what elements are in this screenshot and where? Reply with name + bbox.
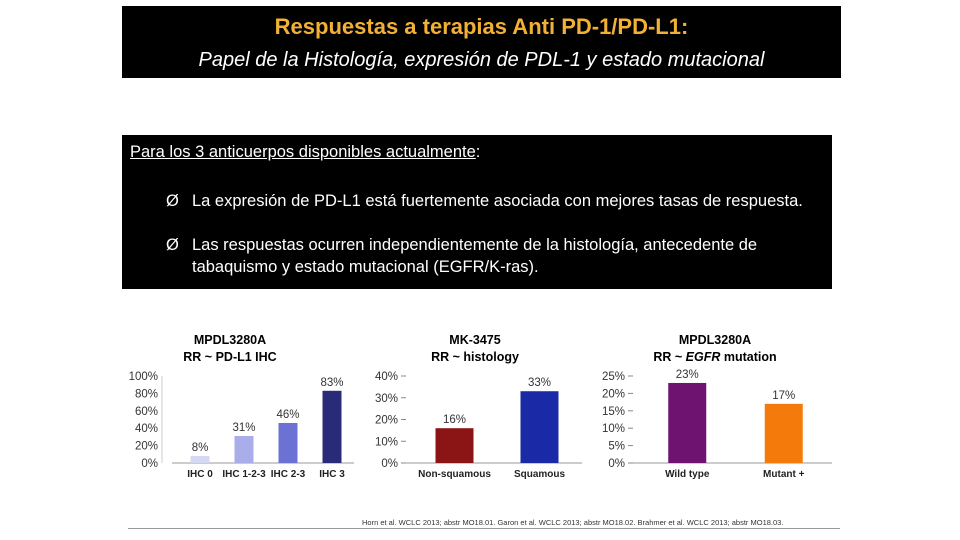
chart-histology: MK-3475 RR ~ histology 0% 10% 20% 30% 40% 16% No… (375, 333, 582, 480)
y-tick-label: 30% (375, 393, 398, 405)
bar (322, 390, 342, 463)
y-tick-label: 15% (602, 406, 625, 418)
y-tick-label: 60% (135, 406, 158, 418)
bar (764, 403, 803, 463)
summary-heading-colon: : (475, 143, 481, 161)
bullet-text: Las respuestas ocurren independientement… (192, 236, 758, 276)
y-tick-label: 0% (141, 458, 158, 470)
y-tick-label: 80% (135, 388, 158, 400)
bullet-text: La expresión de PD-L1 está fuertemente a… (192, 192, 803, 210)
y-tick-label: 0% (381, 458, 398, 470)
y-tick-label: 10% (375, 436, 398, 448)
summary-heading: Para los 3 anticuerpos disponibles actua… (130, 143, 480, 162)
bar (278, 422, 298, 463)
chart-subtitle-italic: EGFR (686, 350, 721, 364)
bar-value-label: 17% (772, 390, 795, 402)
y-tick-label: 20% (135, 441, 158, 453)
y-tick-label: 0% (608, 458, 625, 470)
chart-subtitle: RR ~ histology (431, 350, 519, 364)
chart-egfr-mutation: MPDL3280A RR ~ EGFR mutation 0% 5% 10% 15% 20%… (602, 333, 832, 480)
bar (668, 382, 707, 463)
x-tick-label: IHC 1-2-3 (222, 469, 266, 480)
title-banner: Respuestas a terapias Anti PD-1/PD-L1: P… (122, 6, 841, 78)
x-tick-label: Squamous (514, 469, 566, 480)
bullet-item: Ø Las respuestas ocurren independienteme… (166, 234, 826, 278)
y-tick-label: 20% (602, 388, 625, 400)
chart-subtitle-suffix: mutation (720, 350, 776, 364)
chart-title: MK-3475 (449, 333, 500, 347)
x-tick-label: Wild type (665, 469, 710, 480)
bar-value-label: 16% (443, 414, 466, 426)
x-tick-label: IHC 2-3 (271, 469, 306, 480)
chart-title: MPDL3280A (194, 333, 266, 347)
arrow-bullet-icon: Ø (166, 236, 179, 254)
y-tick-label: 100% (129, 371, 158, 383)
charts-area: MPDL3280A RR ~ PD-L1 IHC 0% 20% 40% 60% 80% 100… (122, 328, 842, 488)
y-tick-label: 10% (602, 423, 625, 435)
bar-value-label: 33% (528, 377, 551, 389)
bullet-item: Ø La expresión de PD-L1 está fuertemente… (166, 190, 826, 212)
chart-subtitle: RR ~ PD-L1 IHC (183, 350, 276, 364)
reference-citation: Horn et al. WCLC 2013; abstr MO18.01. Ga… (362, 518, 784, 527)
bar (234, 436, 254, 463)
summary-heading-text: Para los 3 anticuerpos disponibles actua… (130, 143, 476, 161)
bar (435, 428, 474, 463)
y-tick-label: 25% (602, 371, 625, 383)
y-tick-label: 40% (135, 423, 158, 435)
y-tick-label: 40% (375, 371, 398, 383)
bar-value-label: 23% (676, 369, 699, 381)
bar-value-label: 46% (276, 409, 299, 421)
x-tick-label: IHC 3 (319, 469, 345, 480)
y-tick-label: 5% (608, 441, 625, 453)
slide-title: Respuestas a terapias Anti PD-1/PD-L1: (274, 14, 689, 39)
x-tick-label: Non-squamous (418, 469, 491, 480)
slide-subtitle: Papel de la Histología, expresión de PDL… (198, 49, 765, 71)
x-tick-label: Mutant + (763, 469, 805, 480)
footer-divider (128, 528, 840, 529)
x-tick-label: IHC 0 (187, 469, 213, 480)
y-tick-label: 20% (375, 415, 398, 427)
chart-subtitle: RR ~ EGFR mutation (653, 350, 776, 364)
bar-value-label: 83% (320, 377, 343, 389)
chart-pdl1-ihc: MPDL3280A RR ~ PD-L1 IHC 0% 20% 40% 60% 80% 100… (129, 333, 354, 480)
chart-subtitle-prefix: RR ~ (653, 350, 685, 364)
arrow-bullet-icon: Ø (166, 192, 179, 210)
chart-title: MPDL3280A (679, 333, 751, 347)
bar (520, 391, 559, 463)
bar (190, 456, 210, 463)
bar-value-label: 8% (192, 442, 209, 454)
bar-value-label: 31% (232, 422, 255, 434)
summary-box: Para los 3 anticuerpos disponibles actua… (122, 135, 832, 289)
